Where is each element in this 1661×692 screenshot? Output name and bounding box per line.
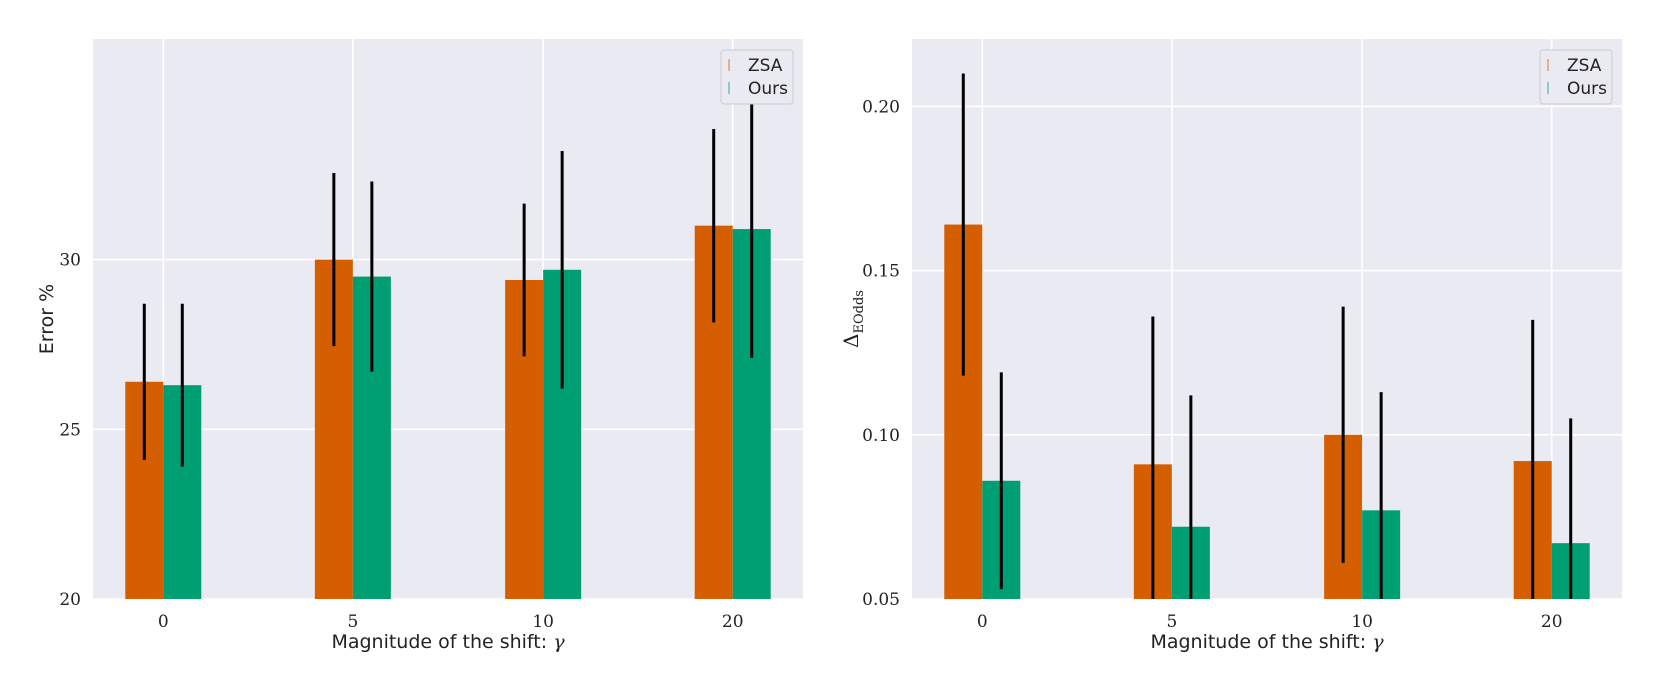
legend: ZSA Ours [720, 49, 794, 105]
error-chart: 20 25 30 0 5 10 20 Error % Magnitude of the s… [36, 39, 803, 653]
y-tick-label: 25 [59, 420, 81, 440]
x-axis-label-symbol: γ [553, 631, 565, 653]
legend-ours-label: Ours [748, 79, 788, 99]
y-axis-label-symbol: Δ [839, 334, 863, 348]
plot-background [93, 39, 803, 599]
x-tick-label: 0 [158, 612, 169, 632]
x-tick-label: 0 [977, 612, 988, 632]
y-tick-labels: 0.05 0.10 0.15 0.20 [862, 97, 900, 610]
x-axis-label-text: Magnitude of the shift: [331, 631, 553, 653]
x-tick-labels: 0 5 10 20 [977, 612, 1563, 632]
y-tick-label: 0.15 [862, 262, 900, 282]
x-axis-label: Magnitude of the shift: γ [331, 631, 565, 653]
y-axis-label: ΔEOdds [839, 290, 867, 348]
x-tick-label: 10 [532, 612, 554, 632]
x-tick-label: 20 [1541, 612, 1563, 632]
y-tick-label: 20 [59, 590, 81, 610]
y-tick-label: 0.05 [862, 590, 900, 610]
x-axis-label-text: Magnitude of the shift: [1150, 631, 1372, 653]
y-tick-label: 0.10 [862, 426, 900, 446]
error-bars [961, 73, 1573, 599]
x-tick-label: 5 [1166, 612, 1177, 632]
legend-zsa-label: ZSA [1567, 56, 1602, 76]
x-tick-label: 20 [722, 612, 744, 632]
y-tick-labels: 20 25 30 [59, 251, 81, 610]
plot-background [912, 39, 1622, 599]
error-bars [142, 100, 754, 467]
legend-box [1539, 49, 1613, 105]
legend: ZSA Ours [1539, 49, 1613, 105]
y-axis-label: Error % [36, 284, 58, 354]
y-tick-label: 30 [59, 251, 81, 271]
x-tick-labels: 0 5 10 20 [158, 612, 744, 632]
y-axis-label-subscript: EOdds [852, 290, 867, 333]
y-tick-label: 0.20 [862, 97, 900, 117]
legend-ours-label: Ours [1567, 79, 1607, 99]
x-axis-label: Magnitude of the shift: γ [1150, 631, 1384, 653]
eodds-chart: 0.05 0.10 0.15 0.20 0 5 10 20 ΔEOdds Magnitude… [839, 39, 1622, 653]
x-tick-label: 10 [1351, 612, 1373, 632]
x-axis-label-symbol: γ [1372, 631, 1384, 653]
legend-box [720, 49, 794, 105]
x-tick-label: 5 [347, 612, 358, 632]
legend-zsa-label: ZSA [748, 56, 783, 76]
